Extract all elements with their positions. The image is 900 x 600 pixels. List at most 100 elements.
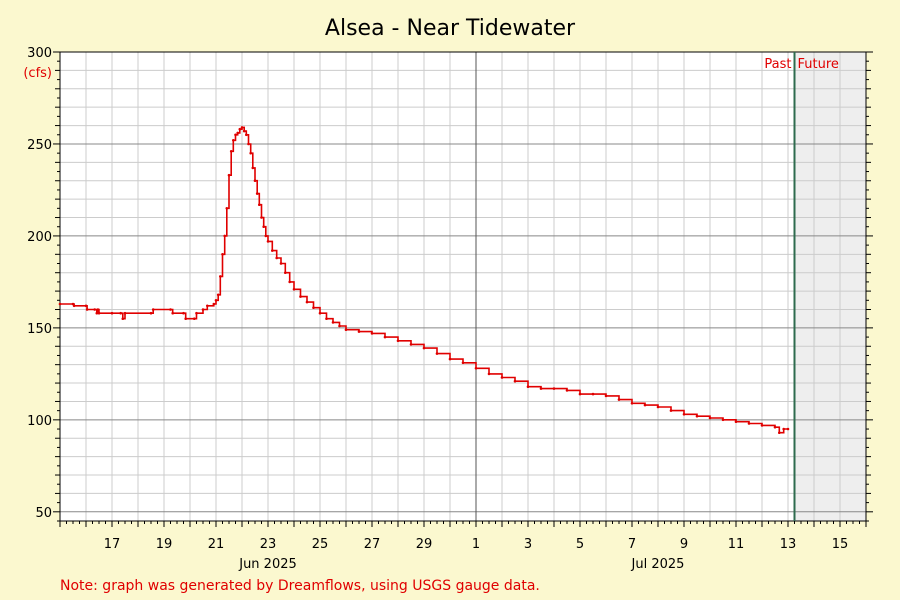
- data-point: [773, 425, 777, 429]
- data-point: [258, 203, 261, 206]
- data-point: [370, 332, 374, 335]
- future-region: [794, 52, 866, 521]
- data-point: [121, 317, 125, 321]
- x-tick-label: 1: [472, 537, 480, 552]
- data-point: [225, 207, 229, 210]
- data-point: [227, 173, 231, 177]
- data-point: [247, 142, 250, 146]
- data-point: [325, 317, 328, 321]
- x-tick-label: 11: [728, 537, 745, 552]
- data-point: [214, 299, 218, 302]
- data-point: [72, 304, 76, 308]
- data-point: [396, 339, 400, 343]
- data-point: [255, 192, 259, 195]
- data-point: [238, 127, 242, 131]
- data-point: [195, 311, 198, 315]
- data-point: [201, 308, 205, 311]
- data-point: [193, 317, 196, 321]
- data-point: [110, 311, 114, 315]
- data-point: [119, 311, 122, 315]
- x-tick-label: 13: [780, 537, 797, 552]
- data-point: [305, 300, 309, 304]
- data-point: [284, 271, 287, 275]
- data-point: [96, 308, 100, 311]
- data-point: [338, 324, 341, 328]
- data-point: [786, 427, 790, 431]
- y-tick-label: 300: [27, 46, 52, 61]
- data-point: [331, 321, 335, 324]
- data-point: [435, 352, 439, 355]
- y-tick-label: 200: [27, 230, 52, 245]
- data-point: [97, 311, 101, 315]
- data-point: [264, 234, 268, 238]
- x-tick-label: 27: [364, 537, 381, 552]
- data-point: [578, 392, 582, 396]
- data-point: [299, 295, 302, 298]
- data-point: [656, 405, 660, 409]
- data-point: [58, 302, 62, 306]
- data-point: [171, 311, 174, 315]
- data-point: [85, 308, 89, 311]
- data-point: [357, 330, 361, 333]
- data-point: [409, 343, 413, 346]
- x-tick-label: 25: [312, 537, 329, 552]
- x-tick-label: 3: [524, 537, 532, 552]
- data-point: [234, 133, 237, 137]
- y-tick-label: 100: [27, 414, 52, 429]
- data-point: [221, 253, 224, 256]
- y-tick-label: 250: [27, 138, 52, 153]
- x-tick-label: 5: [576, 537, 584, 552]
- data-point: [184, 317, 187, 321]
- data-point: [275, 256, 279, 260]
- data-point: [617, 398, 621, 401]
- future-label: Future: [798, 57, 839, 72]
- x-tick-label: 17: [104, 537, 121, 552]
- data-point: [734, 420, 738, 424]
- data-point: [84, 304, 88, 308]
- data-point: [682, 413, 686, 416]
- x-tick-label: 29: [416, 537, 433, 552]
- month-label: Jul 2025: [631, 557, 685, 572]
- data-point: [288, 280, 292, 284]
- x-tick-label: 21: [208, 537, 225, 552]
- data-point: [93, 308, 96, 311]
- data-point: [292, 288, 296, 291]
- data-point: [249, 151, 252, 155]
- data-point: [182, 311, 185, 315]
- data-point: [630, 402, 634, 405]
- data-point: [461, 361, 465, 365]
- data-point: [216, 293, 220, 297]
- data-point: [669, 409, 673, 412]
- data-point: [539, 387, 543, 390]
- data-point: [318, 311, 322, 315]
- x-tick-label: 7: [628, 537, 636, 552]
- data-point: [123, 311, 127, 315]
- data-point: [151, 308, 155, 311]
- data-point: [747, 422, 751, 425]
- data-point: [251, 166, 255, 170]
- data-point: [448, 357, 452, 361]
- data-point: [708, 416, 712, 420]
- data-point: [500, 376, 504, 379]
- data-point: [236, 131, 239, 135]
- data-point: [242, 129, 246, 133]
- x-tick-label: 15: [832, 537, 849, 552]
- x-tick-label: 23: [260, 537, 277, 552]
- data-point: [552, 387, 556, 390]
- data-point: [695, 414, 699, 418]
- data-point: [169, 308, 172, 311]
- x-tick-label: 19: [156, 537, 173, 552]
- data-point: [232, 139, 235, 142]
- data-point: [422, 346, 426, 350]
- data-point: [271, 249, 274, 252]
- unit-label: (cfs): [23, 66, 52, 81]
- data-point: [240, 126, 244, 129]
- data-point: [721, 418, 725, 422]
- plot-area: [60, 52, 866, 521]
- y-tick-label: 50: [35, 506, 52, 521]
- data-point: [206, 304, 209, 308]
- series-line: [60, 126, 788, 434]
- month-label: Jun 2025: [238, 557, 297, 572]
- data-point: [149, 311, 153, 315]
